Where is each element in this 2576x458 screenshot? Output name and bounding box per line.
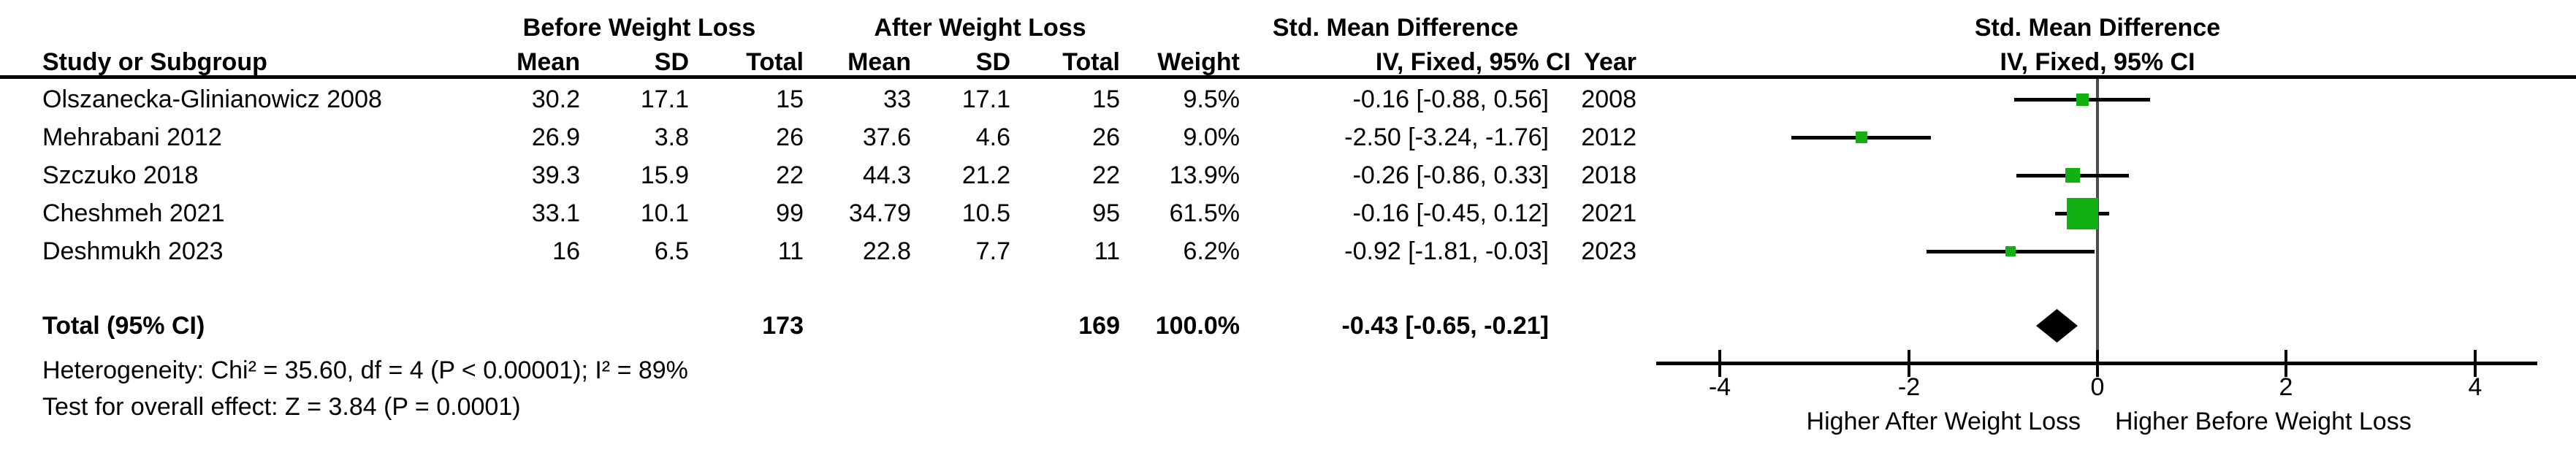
column-header-year: Year <box>1584 48 1636 76</box>
overall-effect-text: Test for overall effect: Z = 3.84 (P = 0… <box>42 393 521 421</box>
mean-after: 34.79 <box>848 199 911 227</box>
mean-after: 33 <box>883 85 911 113</box>
effect-square <box>2065 168 2080 183</box>
ci-text: -0.92 [-1.81, -0.03] <box>1344 237 1549 265</box>
column-header-mean-after: Mean <box>847 48 911 76</box>
year: 2021 <box>1581 199 1636 227</box>
effect-square <box>2076 93 2089 106</box>
year: 2023 <box>1581 237 1636 265</box>
total-weight-value: 100.0% <box>1155 312 1240 340</box>
total-after: 95 <box>1092 199 1120 227</box>
axis-tick-label: 2 <box>2279 373 2293 401</box>
sd-before: 17.1 <box>640 85 689 113</box>
total-ci-text: -0.43 [-0.65, -0.21] <box>1341 312 1549 340</box>
mean-before: 26.9 <box>531 123 580 151</box>
year: 2018 <box>1581 161 1636 189</box>
column-header-study: Study or Subgroup <box>42 48 267 76</box>
pooled-effect-diamond <box>2036 309 2078 343</box>
mean-before: 30.2 <box>531 85 580 113</box>
group-header-before-weight-loss: Before Weight Loss <box>522 14 756 42</box>
mean-before: 33.1 <box>531 199 580 227</box>
study-label: Mehrabani 2012 <box>42 123 222 151</box>
mean-after: 44.3 <box>862 161 911 189</box>
total-before: 99 <box>776 199 804 227</box>
total-after: 15 <box>1092 85 1120 113</box>
total-after: 22 <box>1092 161 1120 189</box>
column-header-total-before: Total <box>746 48 804 76</box>
sd-after: 10.5 <box>961 199 1010 227</box>
effect-square <box>2067 198 2098 229</box>
year: 2012 <box>1581 123 1636 151</box>
mean-before: 39.3 <box>531 161 580 189</box>
sd-before: 10.1 <box>640 199 689 227</box>
study-label: Olszanecka-Glinianowicz 2008 <box>42 85 382 113</box>
weight: 9.0% <box>1183 123 1241 151</box>
column-header-sd-after: SD <box>975 48 1010 76</box>
axis-tick <box>2285 350 2287 377</box>
sd-after: 4.6 <box>975 123 1010 151</box>
study-label: Cheshmeh 2021 <box>42 199 225 227</box>
column-header-weight: Weight <box>1157 48 1240 76</box>
plot-header-smd: Std. Mean Difference <box>1974 14 2221 42</box>
mean-after: 22.8 <box>862 237 911 265</box>
ci-text: -0.16 [-0.88, 0.56] <box>1352 85 1549 113</box>
weight: 9.5% <box>1183 85 1241 113</box>
column-header-total-after: Total <box>1062 48 1120 76</box>
column-header-mean-before: Mean <box>517 48 580 76</box>
sd-after: 7.7 <box>975 237 1010 265</box>
sd-before: 15.9 <box>640 161 689 189</box>
total-after: 26 <box>1092 123 1120 151</box>
mean-before: 16 <box>552 237 580 265</box>
study-label: Deshmukh 2023 <box>42 237 224 265</box>
column-header-sd-before: SD <box>654 48 689 76</box>
sd-before: 3.8 <box>654 123 689 151</box>
total-before: 11 <box>777 237 804 265</box>
total-after: 11 <box>1094 237 1120 265</box>
column-header-ci: IV, Fixed, 95% CI <box>1375 48 1571 76</box>
axis-label-left: Higher After Weight Loss <box>1806 408 2081 435</box>
ci-text: -0.26 [-0.86, 0.33] <box>1352 161 1549 189</box>
group-header-smd: Std. Mean Difference <box>1272 14 1519 42</box>
axis-tick-label: 0 <box>2090 373 2105 401</box>
mean-after: 37.6 <box>862 123 911 151</box>
total-after-value: 169 <box>1078 312 1120 340</box>
effect-square <box>2005 246 2016 256</box>
sd-after: 17.1 <box>961 85 1010 113</box>
sd-before: 6.5 <box>654 237 689 265</box>
axis-tick <box>1908 350 1910 377</box>
heterogeneity-text: Heterogeneity: Chi² = 35.60, df = 4 (P <… <box>42 356 688 384</box>
axis-tick-label: -2 <box>1897 373 1921 401</box>
group-header-after-weight-loss: After Weight Loss <box>874 14 1086 42</box>
total-before: 26 <box>776 123 804 151</box>
total-before: 22 <box>776 161 804 189</box>
plot-header-ci: IV, Fixed, 95% CI <box>2000 48 2195 76</box>
axis-tick <box>2474 350 2477 377</box>
weight: 6.2% <box>1183 237 1241 265</box>
year: 2008 <box>1581 85 1636 113</box>
axis-tick-label: 4 <box>2468 373 2482 401</box>
weight: 13.9% <box>1169 161 1240 189</box>
effect-square <box>1856 131 1867 143</box>
total-row-label: Total (95% CI) <box>42 312 205 340</box>
total-before: 15 <box>776 85 804 113</box>
axis-tick <box>1718 350 1721 377</box>
axis-tick <box>2096 350 2099 377</box>
total-before-value: 173 <box>762 312 804 340</box>
header-separator-line <box>0 75 2576 79</box>
study-label: Szczuko 2018 <box>42 161 199 189</box>
sd-after: 21.2 <box>961 161 1010 189</box>
weight: 61.5% <box>1169 199 1240 227</box>
ci-text: -2.50 [-3.24, -1.76] <box>1344 123 1549 151</box>
axis-label-right: Higher Before Weight Loss <box>2115 408 2412 435</box>
axis-tick-label: -4 <box>1708 373 1731 401</box>
ci-text: -0.16 [-0.45, 0.12] <box>1352 199 1549 227</box>
